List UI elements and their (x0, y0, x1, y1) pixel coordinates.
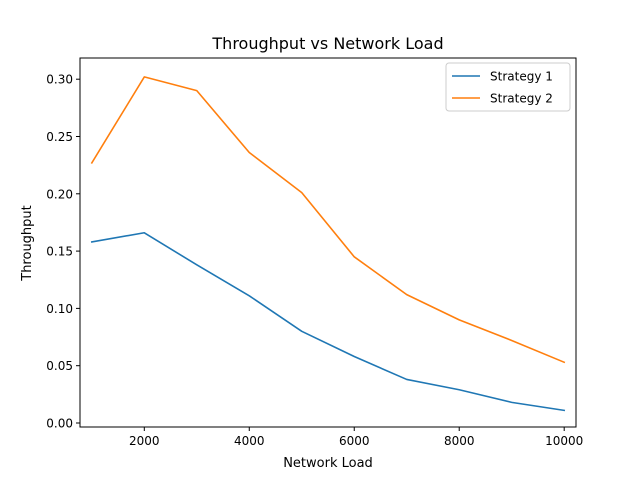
x-tick-label: 4000 (234, 434, 265, 448)
y-tick-label: 0.30 (46, 73, 73, 87)
plot-lines (90, 76, 566, 412)
x-tick-label: 6000 (339, 434, 370, 448)
y-tick-label: 0.15 (46, 245, 73, 259)
y-tick-label: 0.05 (46, 359, 73, 373)
chart-title: Throughput vs Network Load (211, 34, 443, 53)
series-line-1 (90, 231, 566, 412)
y-tick-label: 0.20 (46, 187, 73, 201)
y-tick-label: 0.10 (46, 302, 73, 316)
legend-box (445, 62, 571, 112)
legend: Strategy 1 Strategy 2 (445, 62, 571, 112)
y-axis-ticks: 0.00 0.05 0.10 0.15 0.20 0.25 0.30 (46, 73, 80, 430)
plot-frame (79, 57, 577, 428)
y-axis-label: Throughput (20, 205, 35, 282)
y-tick-label: 0.25 (46, 130, 73, 144)
x-tick-label: 10000 (545, 434, 583, 448)
x-axis-ticks: 2000 4000 6000 8000 10000 (129, 427, 583, 448)
legend-label: Strategy 2 (490, 92, 553, 106)
legend-label: Strategy 1 (490, 70, 553, 84)
x-tick-label: 2000 (129, 434, 160, 448)
x-axis-label: Network Load (283, 456, 373, 471)
x-tick-label: 8000 (444, 434, 475, 448)
y-tick-label: 0.00 (46, 416, 73, 430)
series-line-2 (90, 76, 566, 364)
